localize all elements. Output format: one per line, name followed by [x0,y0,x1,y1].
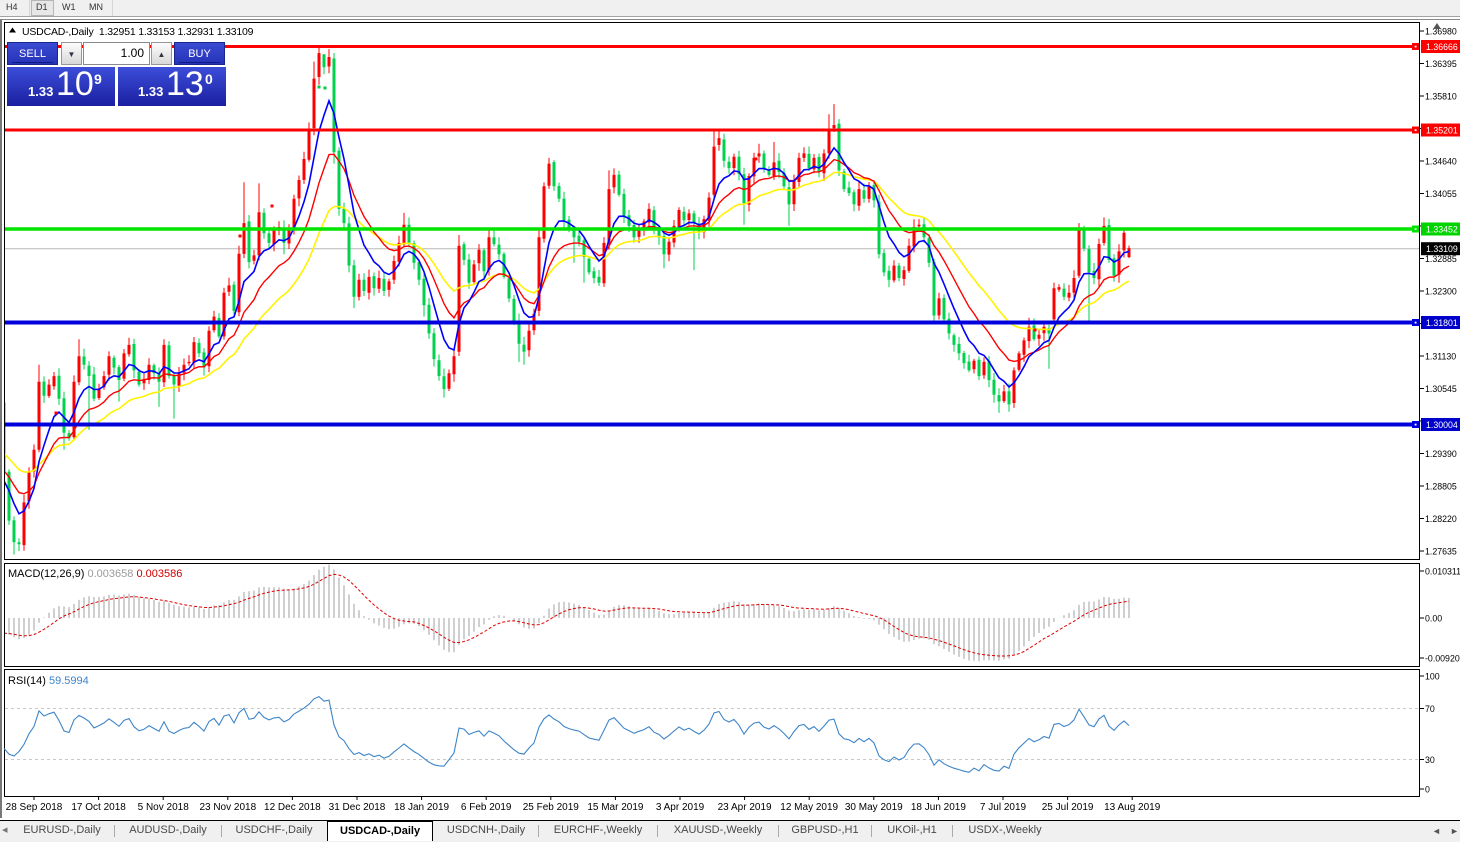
svg-text:1.30545: 1.30545 [1425,384,1457,394]
svg-text:7 Jul 2019: 7 Jul 2019 [980,802,1027,813]
svg-text:1.35201: 1.35201 [1426,125,1458,135]
svg-text:5 Nov 2018: 5 Nov 2018 [138,802,190,813]
svg-text:25 Feb 2019: 25 Feb 2019 [523,802,580,813]
svg-text:70: 70 [1425,704,1435,714]
svg-text:100: 100 [1425,671,1440,681]
svg-text:MACD(12,26,9) 0.003658 0.00358: MACD(12,26,9) 0.003658 0.003586 [8,568,182,580]
svg-text:17 Oct 2018: 17 Oct 2018 [71,802,126,813]
svg-text:18 Jun 2019: 18 Jun 2019 [911,802,966,813]
svg-text:1.34055: 1.34055 [1425,189,1457,199]
svg-text:1.33109: 1.33109 [1426,244,1458,254]
svg-text:25 Jul 2019: 25 Jul 2019 [1042,802,1094,813]
svg-text:0.010311: 0.010311 [1425,566,1460,576]
svg-text:1.32885: 1.32885 [1425,254,1457,264]
svg-text:RSI(14) 59.5994: RSI(14) 59.5994 [8,675,89,687]
svg-text:1.36980: 1.36980 [1425,26,1457,36]
svg-text:23 Nov 2018: 23 Nov 2018 [199,802,256,813]
svg-text:0: 0 [1425,784,1430,794]
svg-text:1.29390: 1.29390 [1425,449,1457,459]
svg-text:1.32300: 1.32300 [1425,286,1457,296]
svg-text:1.36666: 1.36666 [1426,42,1458,52]
svg-text:18 Jan 2019: 18 Jan 2019 [394,802,449,813]
svg-text:1.28220: 1.28220 [1425,514,1457,524]
svg-text:USDCAD-,Daily 1.32951 1.33153: USDCAD-,Daily 1.32951 1.33153 1.32931 1.… [22,26,254,38]
svg-text:1.31801: 1.31801 [1426,318,1458,328]
svg-text:0.00: 0.00 [1425,613,1442,623]
svg-text:13 Aug 2019: 13 Aug 2019 [1104,802,1161,813]
svg-text:1.34640: 1.34640 [1425,156,1457,166]
svg-text:12 May 2019: 12 May 2019 [780,802,838,813]
svg-text:23 Apr 2019: 23 Apr 2019 [718,802,772,813]
svg-text:1.31130: 1.31130 [1425,351,1456,361]
svg-text:1.36395: 1.36395 [1425,59,1457,69]
svg-text:15 Mar 2019: 15 Mar 2019 [587,802,644,813]
svg-text:6 Feb 2019: 6 Feb 2019 [461,802,512,813]
svg-text:1.30004: 1.30004 [1426,420,1458,430]
svg-text:1.27635: 1.27635 [1425,546,1457,556]
svg-text:12 Dec 2018: 12 Dec 2018 [264,802,321,813]
svg-text:30 May 2019: 30 May 2019 [845,802,903,813]
svg-text:31 Dec 2018: 31 Dec 2018 [329,802,386,813]
svg-text:-0.00920: -0.00920 [1425,653,1460,663]
svg-text:28 Sep 2018: 28 Sep 2018 [6,802,63,813]
svg-text:1.33452: 1.33452 [1426,224,1458,234]
svg-text:1.35810: 1.35810 [1425,91,1457,101]
svg-text:30: 30 [1425,755,1435,765]
svg-text:1.28805: 1.28805 [1425,481,1457,491]
svg-text:3 Apr 2019: 3 Apr 2019 [656,802,705,813]
